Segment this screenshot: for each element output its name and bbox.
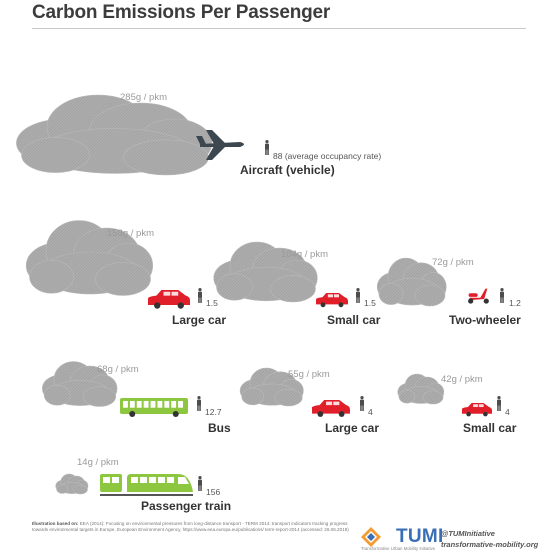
aircraft-person-icon — [265, 140, 269, 155]
scooter-icon — [468, 288, 489, 304]
two-wheeler-label: Two-wheeler — [449, 313, 521, 327]
bus-label: Bus — [208, 421, 231, 435]
large-car-1-person-icon — [198, 288, 202, 303]
footnote-lead: Illustration based on: — [32, 521, 79, 526]
large-car-2-cloud — [239, 367, 304, 407]
bus-occupancy: 12.7 — [205, 407, 222, 417]
large-car-2-person-icon — [360, 396, 364, 411]
small-car-1-cloud — [213, 241, 318, 303]
train-label: Passenger train — [141, 499, 232, 513]
two-wheeler-occupancy: 1.2 — [509, 298, 521, 308]
aircraft-emissions: 285g / pkm — [120, 92, 167, 103]
large-car-2-occupancy: 4 — [368, 407, 373, 417]
small-car-2-car-icon — [462, 403, 492, 417]
two-wheeler-emissions: 72g / pkm — [432, 257, 474, 268]
small-car-2-person-icon — [497, 396, 501, 411]
aircraft-cloud — [16, 94, 213, 176]
small-car-1-car-icon — [316, 293, 348, 308]
large-car-1-occupancy: 1.5 — [206, 298, 218, 308]
aircraft-occupancy: 88 (average occupancy rate) — [273, 151, 382, 161]
large-car-2-car-icon — [312, 400, 350, 417]
page-title: Carbon Emissions Per Passenger — [32, 2, 331, 23]
train-emissions: 14g / pkm — [77, 457, 119, 468]
brand-subtitle: Transformative Urban Mobility Initiative — [361, 546, 436, 551]
large-car-1-cloud — [25, 220, 154, 296]
airplane-icon — [196, 130, 244, 160]
large-car-2-emissions: 55g / pkm — [288, 369, 330, 380]
small-car-1-person-icon — [356, 288, 360, 303]
bus-cloud — [41, 361, 118, 407]
small-car-2-label: Small car — [463, 421, 517, 435]
social-handle: @TUMInitiative transformative-mobility.o… — [441, 528, 538, 550]
tumi-logo-icon — [361, 527, 381, 547]
train-person-icon — [198, 476, 202, 491]
small-car-1-label: Small car — [327, 313, 381, 327]
bus-emissions: 68g / pkm — [97, 364, 139, 375]
aircraft-label: Aircraft (vehicle) — [240, 163, 335, 177]
small-car-1-emissions: 104g / pkm — [281, 249, 328, 260]
train-cloud — [55, 473, 89, 495]
bus-icon — [120, 398, 188, 417]
small-car-2-cloud — [397, 373, 445, 405]
bus-person-icon — [197, 396, 201, 411]
title-divider — [32, 28, 526, 29]
large-car-1-label: Large car — [172, 313, 227, 327]
twitter-handle: @TUMInitiative — [441, 529, 495, 538]
large-car-1-car-icon — [148, 290, 190, 309]
source-footnote: Illustration based on: EEA (2014): Focus… — [32, 521, 354, 533]
brand-name: TUMI — [396, 526, 444, 547]
website-link[interactable]: transformative-mobility.org — [441, 540, 539, 549]
two-wheeler-cloud — [376, 257, 447, 307]
two-wheeler-person-icon — [500, 288, 504, 303]
train-icon — [100, 474, 193, 496]
small-car-1-occupancy: 1.5 — [364, 298, 376, 308]
footnote-text: EEA (2014): Focusing on environmental pr… — [32, 521, 349, 532]
small-car-2-emissions: 42g / pkm — [441, 374, 483, 385]
small-car-2-occupancy: 4 — [505, 407, 510, 417]
large-car-1-emissions: 158g / pkm — [107, 228, 154, 239]
large-car-2-label: Large car — [325, 421, 380, 435]
train-occupancy: 156 — [206, 487, 221, 497]
